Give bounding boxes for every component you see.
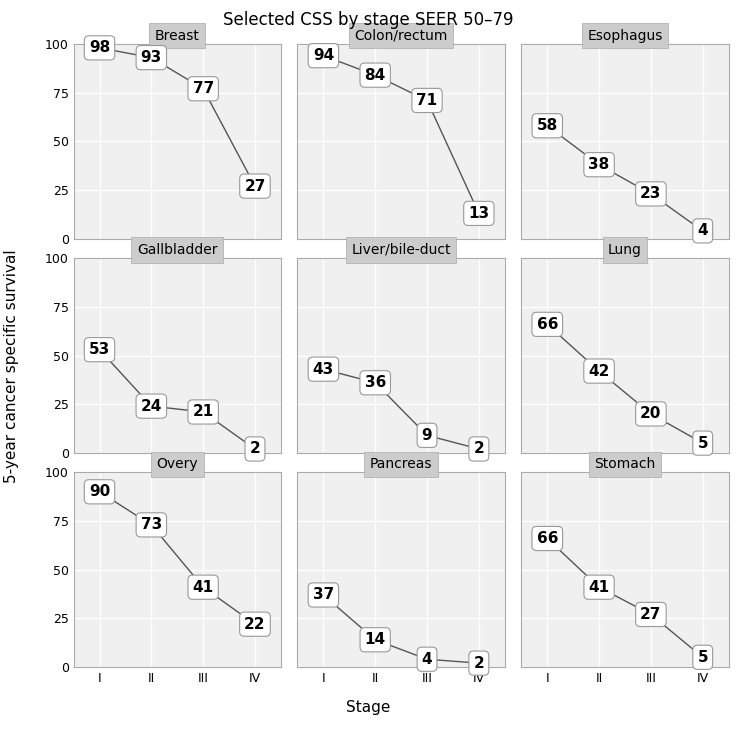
Text: 20: 20 bbox=[640, 406, 662, 421]
Text: 2: 2 bbox=[473, 655, 484, 671]
Text: 38: 38 bbox=[589, 157, 609, 172]
Text: 27: 27 bbox=[244, 179, 266, 194]
Title: Esophagus: Esophagus bbox=[587, 29, 662, 43]
Text: 77: 77 bbox=[193, 81, 213, 96]
Text: 22: 22 bbox=[244, 616, 266, 632]
Title: Lung: Lung bbox=[608, 243, 642, 257]
Text: Selected CSS by stage SEER 50–79: Selected CSS by stage SEER 50–79 bbox=[223, 11, 513, 29]
Text: 37: 37 bbox=[313, 587, 334, 603]
Text: 73: 73 bbox=[141, 517, 162, 532]
Text: 41: 41 bbox=[193, 580, 213, 594]
Title: Liver/bile-duct: Liver/bile-duct bbox=[351, 243, 451, 257]
Text: 66: 66 bbox=[537, 531, 558, 546]
Text: 2: 2 bbox=[250, 441, 261, 457]
Text: 71: 71 bbox=[417, 93, 438, 108]
Title: Overy: Overy bbox=[157, 457, 198, 471]
Text: 43: 43 bbox=[313, 361, 334, 377]
Text: 2: 2 bbox=[473, 441, 484, 457]
Text: 5-year cancer specific survival: 5-year cancer specific survival bbox=[4, 250, 18, 483]
Text: 93: 93 bbox=[141, 50, 162, 65]
Text: 27: 27 bbox=[640, 607, 662, 622]
Text: 23: 23 bbox=[640, 186, 662, 202]
Text: 24: 24 bbox=[141, 399, 162, 413]
Text: 5: 5 bbox=[698, 435, 708, 451]
Text: 9: 9 bbox=[422, 428, 432, 443]
Text: 53: 53 bbox=[89, 342, 110, 357]
Title: Pancreas: Pancreas bbox=[370, 457, 432, 471]
Text: 4: 4 bbox=[422, 652, 432, 667]
Text: 66: 66 bbox=[537, 317, 558, 332]
Text: 21: 21 bbox=[193, 405, 213, 419]
Text: 14: 14 bbox=[364, 633, 386, 647]
Title: Stomach: Stomach bbox=[595, 457, 656, 471]
Text: 90: 90 bbox=[89, 485, 110, 499]
Text: 4: 4 bbox=[698, 224, 708, 238]
Title: Colon/rectum: Colon/rectum bbox=[355, 29, 447, 43]
Text: Stage: Stage bbox=[346, 700, 390, 715]
Text: 13: 13 bbox=[468, 206, 489, 221]
Text: 94: 94 bbox=[313, 48, 334, 63]
Title: Gallbladder: Gallbladder bbox=[137, 243, 218, 257]
Text: 84: 84 bbox=[364, 67, 386, 83]
Text: 41: 41 bbox=[589, 580, 609, 594]
Text: 42: 42 bbox=[588, 364, 609, 378]
Text: 58: 58 bbox=[537, 118, 558, 133]
Text: 98: 98 bbox=[89, 40, 110, 56]
Title: Breast: Breast bbox=[155, 29, 199, 43]
Text: 5: 5 bbox=[698, 649, 708, 665]
Text: 36: 36 bbox=[364, 375, 386, 390]
